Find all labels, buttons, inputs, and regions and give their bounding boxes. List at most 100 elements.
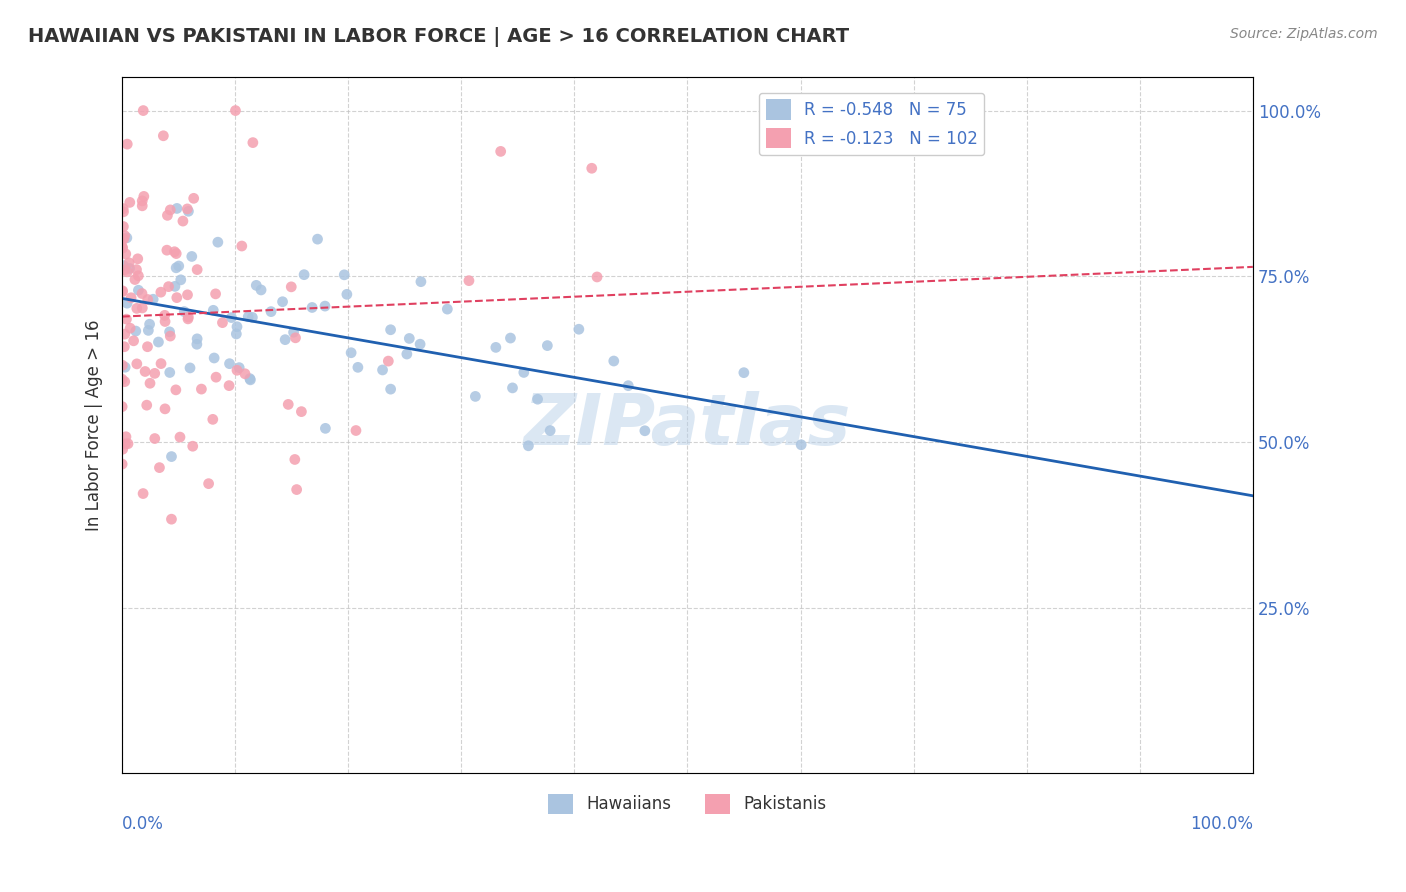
Hawaiians — [333, 268, 356, 282]
Pakistanis — [132, 103, 155, 118]
Pakistanis — [112, 204, 135, 219]
Hawaiians — [138, 323, 160, 337]
Pakistanis — [205, 370, 228, 384]
Hawaiians — [485, 340, 508, 354]
Pakistanis — [211, 316, 233, 330]
Hawaiians — [180, 250, 202, 264]
Pakistanis — [183, 191, 205, 205]
Pakistanis — [163, 244, 186, 259]
Pakistanis — [190, 382, 212, 396]
Pakistanis — [114, 327, 136, 342]
Hawaiians — [186, 337, 208, 351]
Hawaiians — [409, 275, 432, 289]
Hawaiians — [160, 450, 183, 464]
Hawaiians — [314, 421, 336, 435]
Pakistanis — [127, 268, 149, 283]
Pakistanis — [143, 367, 166, 381]
Pakistanis — [280, 280, 302, 294]
Pakistanis — [201, 412, 224, 426]
Pakistanis — [111, 359, 134, 373]
Hawaiians — [314, 299, 336, 313]
Pakistanis — [489, 145, 512, 159]
Pakistanis — [111, 241, 134, 255]
Hawaiians — [112, 259, 135, 273]
Pakistanis — [112, 219, 135, 234]
Pakistanis — [224, 103, 246, 118]
Pakistanis — [120, 321, 142, 335]
Pakistanis — [159, 329, 181, 343]
Pakistanis — [111, 457, 134, 471]
Pakistanis — [135, 398, 157, 412]
Pakistanis — [111, 233, 134, 247]
Hawaiians — [733, 366, 755, 380]
Pakistanis — [242, 136, 264, 150]
Pakistanis — [131, 301, 153, 315]
Pakistanis — [226, 363, 249, 377]
Pakistanis — [136, 340, 159, 354]
Pakistanis — [127, 252, 149, 266]
Pakistanis — [165, 246, 187, 260]
Pakistanis — [125, 301, 148, 316]
Pakistanis — [143, 432, 166, 446]
Pakistanis — [111, 400, 134, 414]
Hawaiians — [221, 310, 243, 325]
Pakistanis — [148, 460, 170, 475]
Pakistanis — [218, 378, 240, 392]
Pakistanis — [125, 357, 148, 371]
Hawaiians — [292, 268, 315, 282]
Text: ZIPatlas: ZIPatlas — [524, 391, 851, 459]
Pakistanis — [581, 161, 603, 176]
Hawaiians — [513, 366, 536, 380]
Pakistanis — [115, 430, 138, 444]
Hawaiians — [127, 283, 149, 297]
Pakistanis — [114, 228, 136, 243]
Hawaiians — [398, 331, 420, 345]
Pakistanis — [153, 309, 176, 323]
Pakistanis — [118, 195, 141, 210]
Pakistanis — [176, 288, 198, 302]
Pakistanis — [197, 476, 219, 491]
Hawaiians — [371, 363, 394, 377]
Hawaiians — [170, 273, 193, 287]
Pakistanis — [111, 372, 134, 386]
Hawaiians — [114, 360, 136, 375]
Pakistanis — [111, 241, 134, 255]
Hawaiians — [159, 366, 181, 380]
Pakistanis — [118, 256, 141, 270]
Pakistanis — [117, 137, 139, 152]
Pakistanis — [112, 340, 135, 354]
Pakistanis — [131, 286, 153, 301]
Hawaiians — [240, 310, 263, 325]
Hawaiians — [177, 204, 200, 219]
Hawaiians — [568, 322, 591, 336]
Hawaiians — [159, 325, 181, 339]
Pakistanis — [115, 312, 138, 326]
Hawaiians — [239, 371, 262, 385]
Pakistanis — [160, 512, 183, 526]
Pakistanis — [111, 239, 134, 253]
Hawaiians — [239, 373, 262, 387]
Pakistanis — [186, 262, 208, 277]
Pakistanis — [233, 367, 256, 381]
Hawaiians — [225, 326, 247, 341]
Pakistanis — [111, 442, 134, 457]
Hawaiians — [340, 345, 363, 359]
Hawaiians — [790, 438, 813, 452]
Pakistanis — [125, 262, 148, 277]
Hawaiians — [617, 378, 640, 392]
Pakistanis — [344, 424, 367, 438]
Pakistanis — [132, 189, 155, 203]
Pakistanis — [181, 439, 204, 453]
Hawaiians — [207, 235, 229, 250]
Hawaiians — [634, 424, 657, 438]
Pakistanis — [172, 214, 194, 228]
Hawaiians — [186, 332, 208, 346]
Pakistanis — [132, 486, 155, 500]
Pakistanis — [120, 291, 142, 305]
Pakistanis — [114, 375, 136, 389]
Hawaiians — [166, 202, 188, 216]
Hawaiians — [409, 337, 432, 351]
Hawaiians — [347, 360, 370, 375]
Hawaiians — [163, 279, 186, 293]
Pakistanis — [284, 331, 307, 345]
